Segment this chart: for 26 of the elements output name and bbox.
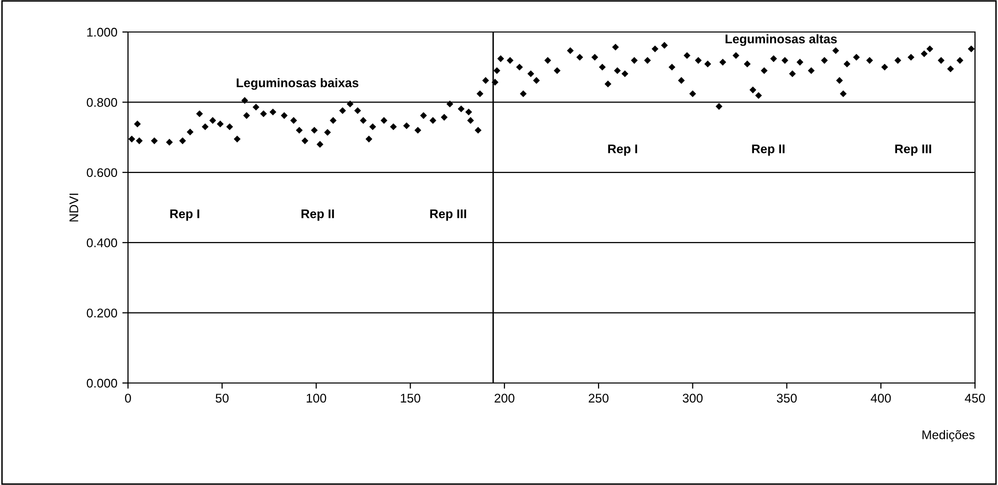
annotation: Rep II <box>752 144 785 156</box>
x-tick-label: 200 <box>494 394 514 403</box>
x-tick-label: 450 <box>964 394 985 403</box>
y-tick-label: 0.400 <box>86 238 118 248</box>
x-tick-label: 300 <box>682 394 703 403</box>
x-tick-label: 50 <box>216 394 229 403</box>
x-tick-label: 250 <box>588 394 608 403</box>
y-tick-label: 1.000 <box>87 28 118 37</box>
annotation: Leguminosas altas <box>726 34 837 46</box>
annotation: Rep III <box>895 144 932 156</box>
annotation: Rep I <box>608 144 638 156</box>
y-tick-label: 0.000 <box>86 378 118 388</box>
annotation: Leguminosas baixas <box>236 78 358 90</box>
y-tick-label: 0.600 <box>86 168 118 178</box>
y-axis-title: NDVI <box>70 194 78 222</box>
annotation: Rep II <box>302 210 334 221</box>
y-tick-label: 0.800 <box>86 98 118 107</box>
x-tick-label: 350 <box>776 394 797 403</box>
annotation: Rep I <box>170 210 200 221</box>
x-tick-label: 150 <box>400 394 420 403</box>
x-axis-title: Medições <box>922 430 975 442</box>
annotation: Rep III <box>430 210 466 221</box>
x-tick-label: 100 <box>306 394 326 403</box>
x-tick-label: 400 <box>870 394 891 403</box>
y-tick-label: 0.200 <box>86 308 118 318</box>
x-tick-label: 0 <box>125 394 131 403</box>
